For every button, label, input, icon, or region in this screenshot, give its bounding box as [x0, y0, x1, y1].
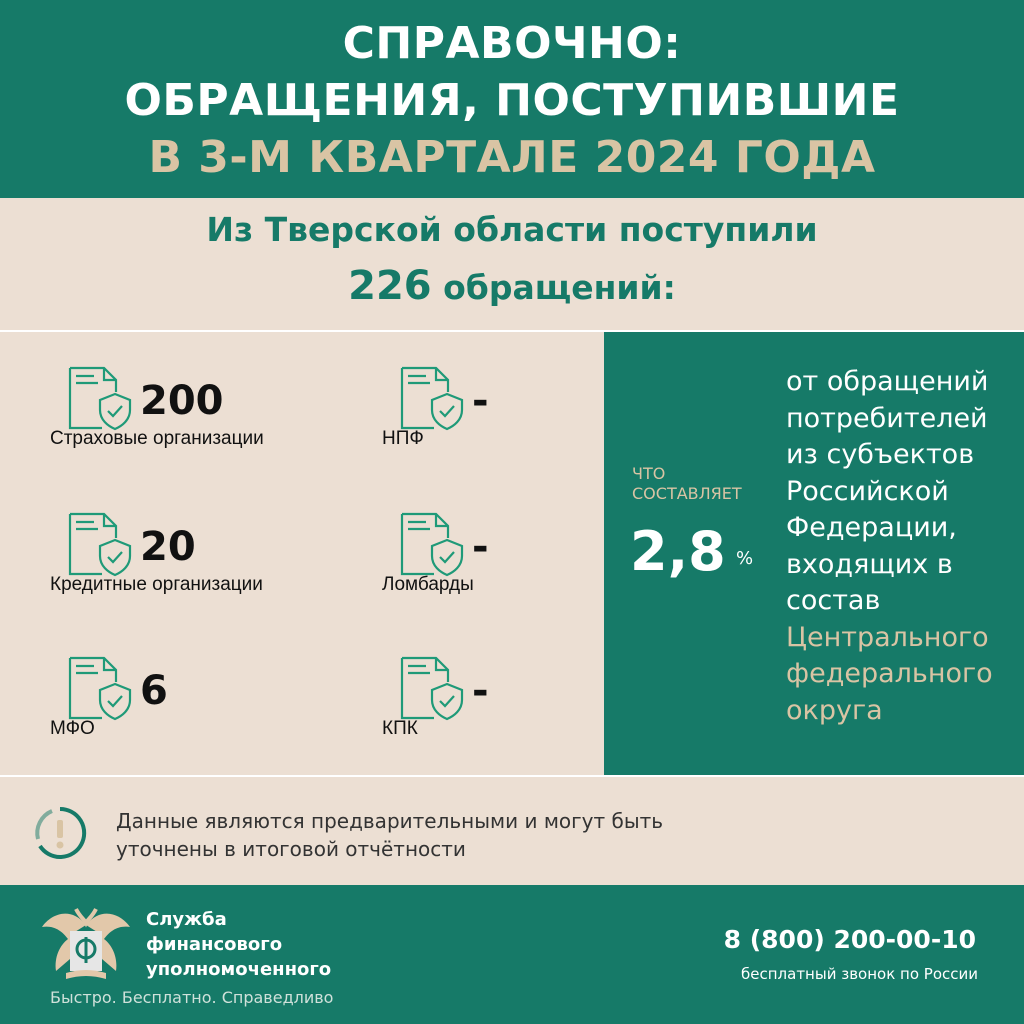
document-shield-icon — [68, 512, 132, 577]
document-shield-icon — [68, 366, 132, 431]
slogan: Быстро. Бесплатно. Справедливо — [50, 988, 334, 1007]
category-count: - — [472, 668, 489, 714]
title-line-3: В 3-М КВАРТАЛЕ 2024 ГОДА — [148, 132, 876, 183]
exclamation-icon — [35, 806, 87, 859]
phone-number[interactable]: 8 (800) 200-00-10 — [723, 925, 976, 954]
category-count: 6 — [140, 668, 168, 714]
share-description-highlight: Центрального федерального округа — [786, 621, 993, 726]
category-label: Ломбарды — [382, 574, 474, 595]
category-label: КПК — [382, 718, 418, 739]
disclaimer-text: Данные являются предварительными и могут… — [116, 809, 664, 861]
category-count: - — [472, 524, 489, 570]
category-count: 20 — [140, 524, 196, 570]
share-unit: % — [736, 548, 754, 569]
org-name: Служба финансового уполномоченного — [146, 909, 332, 980]
category-label: Кредитные организации — [50, 574, 263, 595]
share-value: 2,8 — [630, 520, 726, 583]
summary-text: Из Тверской области поступили — [206, 210, 818, 249]
disclaimer: Данные являются предварительными и могут… — [0, 775, 1024, 885]
title-line-1: СПРАВОЧНО: — [342, 18, 682, 69]
title-line-2: ОБРАЩЕНИЯ, ПОСТУПИВШИЕ — [124, 75, 900, 126]
document-shield-icon — [400, 656, 464, 721]
document-shield-icon — [400, 366, 464, 431]
share-panel: ЧТО СОСТАВЛЯЕТ 2,8 % от обращений потреб… — [604, 332, 1024, 775]
share-description: от обращений потребителей из субъектов Р… — [786, 366, 989, 616]
document-shield-icon — [68, 656, 132, 721]
category-count: 200 — [140, 378, 224, 424]
category-label: МФО — [50, 718, 95, 739]
document-shield-icon — [400, 512, 464, 577]
share-what: ЧТО СОСТАВЛЯЕТ — [632, 464, 742, 503]
category-label: Страховые организации — [50, 428, 264, 449]
footer: Служба финансового уполномоченного Быстр… — [0, 885, 1024, 1024]
category-count: - — [472, 378, 489, 424]
summary: Из Тверской области поступили 226 обраще… — [0, 198, 1024, 332]
phone-note: бесплатный звонок по России — [741, 965, 978, 983]
emblem-logo — [42, 908, 130, 979]
category-label: НПФ — [382, 428, 424, 449]
summary-suffix: обращений: — [443, 268, 676, 307]
header: СПРАВОЧНО: ОБРАЩЕНИЯ, ПОСТУПИВШИЕ В 3-М … — [0, 0, 1024, 198]
summary-count: 226 — [348, 263, 432, 309]
